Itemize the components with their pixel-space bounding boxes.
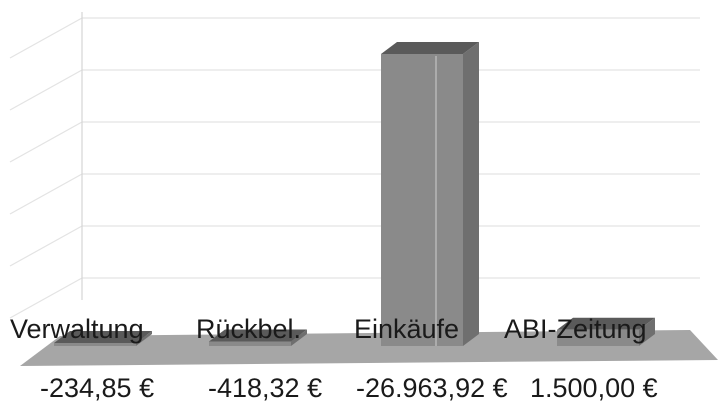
bar-top xyxy=(557,317,655,330)
gridline-side xyxy=(9,277,83,319)
bar xyxy=(54,331,152,346)
gridline-side xyxy=(9,121,83,163)
bar-front xyxy=(209,341,291,346)
floor-layer xyxy=(20,330,718,366)
bar-front xyxy=(381,54,463,346)
grid-layer xyxy=(9,12,700,319)
bar-side xyxy=(291,329,307,346)
category-label: Einkäufe xyxy=(354,314,459,344)
bar-front xyxy=(557,329,639,346)
bar-top xyxy=(54,331,152,343)
gridline-side xyxy=(9,173,83,215)
bar-top xyxy=(381,42,479,54)
category-labels: Verwaltung Rückbel. Einkäufe ABI-Zeitung xyxy=(10,314,647,344)
bar xyxy=(381,42,479,346)
bar xyxy=(557,317,655,346)
value-label: -234,85 € xyxy=(40,373,154,403)
gridline-side xyxy=(9,225,83,267)
gridline-side xyxy=(9,69,83,111)
bar-side xyxy=(136,331,152,346)
bars-layer xyxy=(54,42,655,346)
category-label: ABI-Zeitung xyxy=(504,314,647,344)
value-label: -26.963,92 € xyxy=(356,373,508,403)
value-label: -418,32 € xyxy=(208,373,322,403)
gridline-side xyxy=(9,17,83,59)
bar-top xyxy=(209,329,307,342)
bar xyxy=(209,329,307,346)
value-labels: -234,85 € -418,32 € -26.963,92 € 1.500,0… xyxy=(40,373,658,403)
value-label: 1.500,00 € xyxy=(530,373,658,403)
category-label: Rückbel. xyxy=(196,314,301,344)
bar-side xyxy=(463,42,479,346)
category-label: Verwaltung xyxy=(10,314,144,344)
bar-side xyxy=(639,317,655,346)
bar-front xyxy=(54,343,136,346)
chart-floor xyxy=(20,330,718,366)
